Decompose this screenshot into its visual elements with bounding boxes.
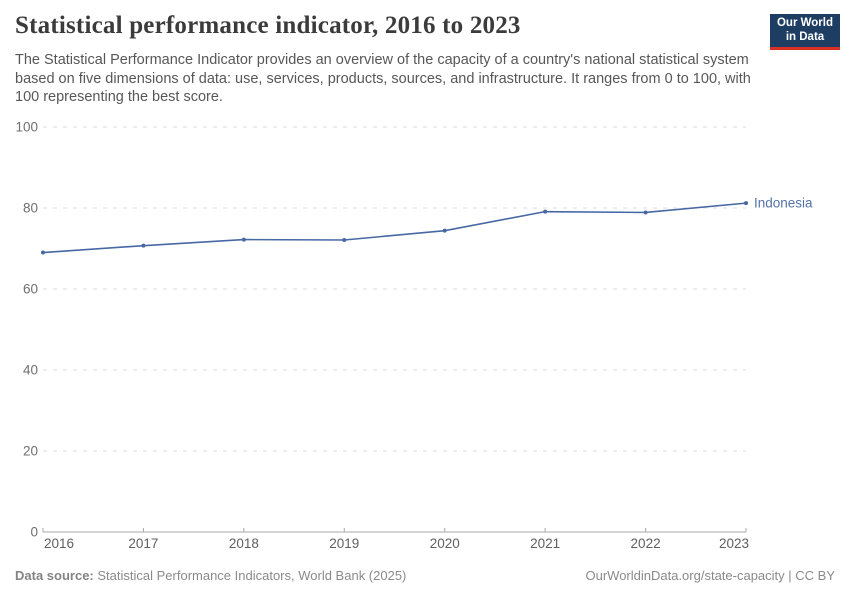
y-axis-tick-label: 0 xyxy=(30,525,38,540)
series-line-indonesia[interactable] xyxy=(42,202,747,254)
chart-footer: Data source: Statistical Performance Ind… xyxy=(15,568,835,583)
x-axis-tick-label: 2016 xyxy=(44,536,74,551)
chart-subtitle: The Statistical Performance Indicator pr… xyxy=(15,52,751,105)
y-axis-tick-label: 60 xyxy=(23,282,38,297)
x-axis-tick-label: 2021 xyxy=(530,536,560,551)
y-axis-tick-label: 80 xyxy=(23,201,38,216)
x-axis-tick-label: 2022 xyxy=(631,536,661,551)
data-point-2021[interactable] xyxy=(543,209,548,214)
x-axis-tick-label: 2017 xyxy=(128,536,158,551)
data-point-2018[interactable] xyxy=(241,237,246,242)
y-axis-tick-label: 100 xyxy=(15,120,38,135)
owid-logo-line2: in Data xyxy=(785,30,825,43)
owid-logo-line1: Our World xyxy=(776,17,833,29)
data-point-2016[interactable] xyxy=(41,250,45,255)
data-point-2022[interactable] xyxy=(643,210,648,215)
credit-line: OurWorldinData.org/state-capacity | CC B… xyxy=(585,568,835,583)
line-chart-plot-area[interactable]: 0 20 40 60 80 100 2016 2017 2018 2019 2020 2021 2022… xyxy=(0,115,850,563)
chart-title: Statistical performance indicator, 2016 … xyxy=(15,12,521,39)
y-axis-tick-label: 40 xyxy=(23,363,38,378)
x-axis-tick-label: 2019 xyxy=(329,536,359,551)
entity-label-indonesia[interactable]: Indonesia xyxy=(754,196,813,211)
data-point-2020[interactable] xyxy=(442,228,447,233)
x-axis-tick-label: 2018 xyxy=(229,536,259,551)
y-axis-tick-label: 20 xyxy=(23,444,38,459)
data-point-2017[interactable] xyxy=(141,243,146,248)
owid-logo[interactable]: Our World in Data xyxy=(770,14,840,50)
x-axis-tick-label: 2023 xyxy=(719,536,749,551)
x-axis-tick-label: 2020 xyxy=(430,536,460,551)
data-point-2023[interactable] xyxy=(744,201,748,206)
data-source-text: Statistical Performance Indicators, Worl… xyxy=(97,568,407,583)
data-source-label: Data source: xyxy=(15,568,94,583)
data-source: Data source: Statistical Performance Ind… xyxy=(15,568,406,583)
data-point-2019[interactable] xyxy=(342,237,347,242)
